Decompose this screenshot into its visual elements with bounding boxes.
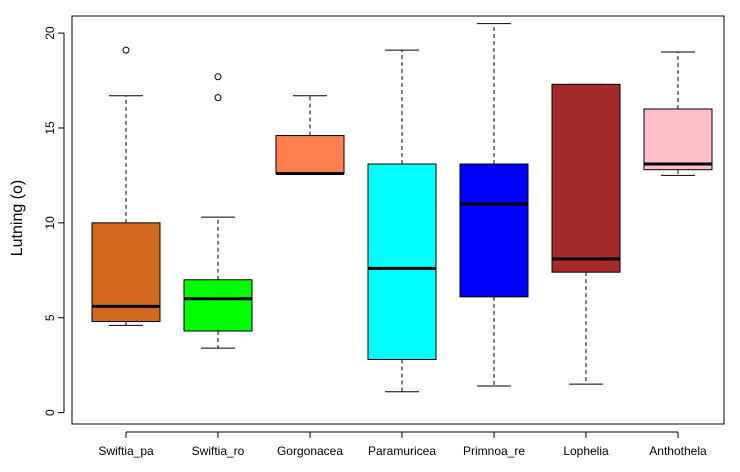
- y-tick-label: 15: [43, 121, 57, 135]
- iqr-box: [551, 83, 621, 273]
- y-tick-label: 5: [43, 314, 57, 321]
- box-swiftia-pa: [91, 46, 161, 326]
- y-axis-title: Lutning (o): [9, 180, 26, 257]
- y-axis: 0 5 10 15 20: [43, 26, 65, 416]
- x-tick-label: Primnoa_re: [463, 444, 525, 458]
- x-tick-label: Anthothela: [649, 444, 707, 458]
- y-tick-label: 0: [43, 409, 57, 416]
- x-tick-label: Lophelia: [563, 444, 609, 458]
- box-lophelia: [551, 83, 621, 385]
- plot-frame: [71, 15, 725, 425]
- box-primnoa-re: [459, 23, 529, 387]
- x-tick-label: Swiftia_pa: [98, 444, 154, 458]
- iqr-box: [459, 163, 529, 298]
- x-axis: Swiftia_pa Swiftia_ro Gorgonacea Paramurice…: [98, 431, 707, 458]
- outlier-point: [122, 46, 130, 54]
- outlier-point: [214, 94, 222, 102]
- y-tick-label: 20: [43, 26, 57, 40]
- box-paramuricea: [367, 49, 437, 393]
- iqr-box: [643, 108, 713, 171]
- iqr-box: [183, 279, 253, 332]
- box-gorgonacea: [275, 95, 345, 176]
- x-tick-label: Swiftia_ro: [192, 444, 245, 458]
- box-swiftia-ro: [183, 73, 253, 349]
- outlier-point: [214, 73, 222, 81]
- iqr-box: [367, 163, 437, 360]
- boxes: [91, 23, 713, 393]
- box-anthothela: [643, 51, 713, 176]
- x-tick-label: Paramuricea: [368, 444, 436, 458]
- iqr-box: [275, 135, 345, 175]
- x-tick-label: Gorgonacea: [277, 444, 343, 458]
- y-tick-label: 10: [43, 216, 57, 230]
